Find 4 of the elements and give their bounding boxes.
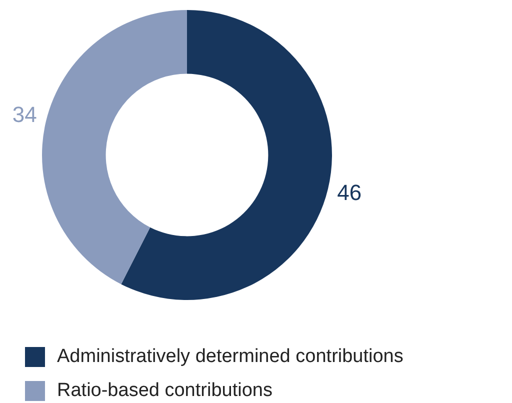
data-label: 34 <box>12 102 37 128</box>
data-label: 46 <box>337 180 362 206</box>
legend-label: Administratively determined contributions <box>57 346 404 368</box>
legend-label: Ratio-based contributions <box>57 380 272 402</box>
